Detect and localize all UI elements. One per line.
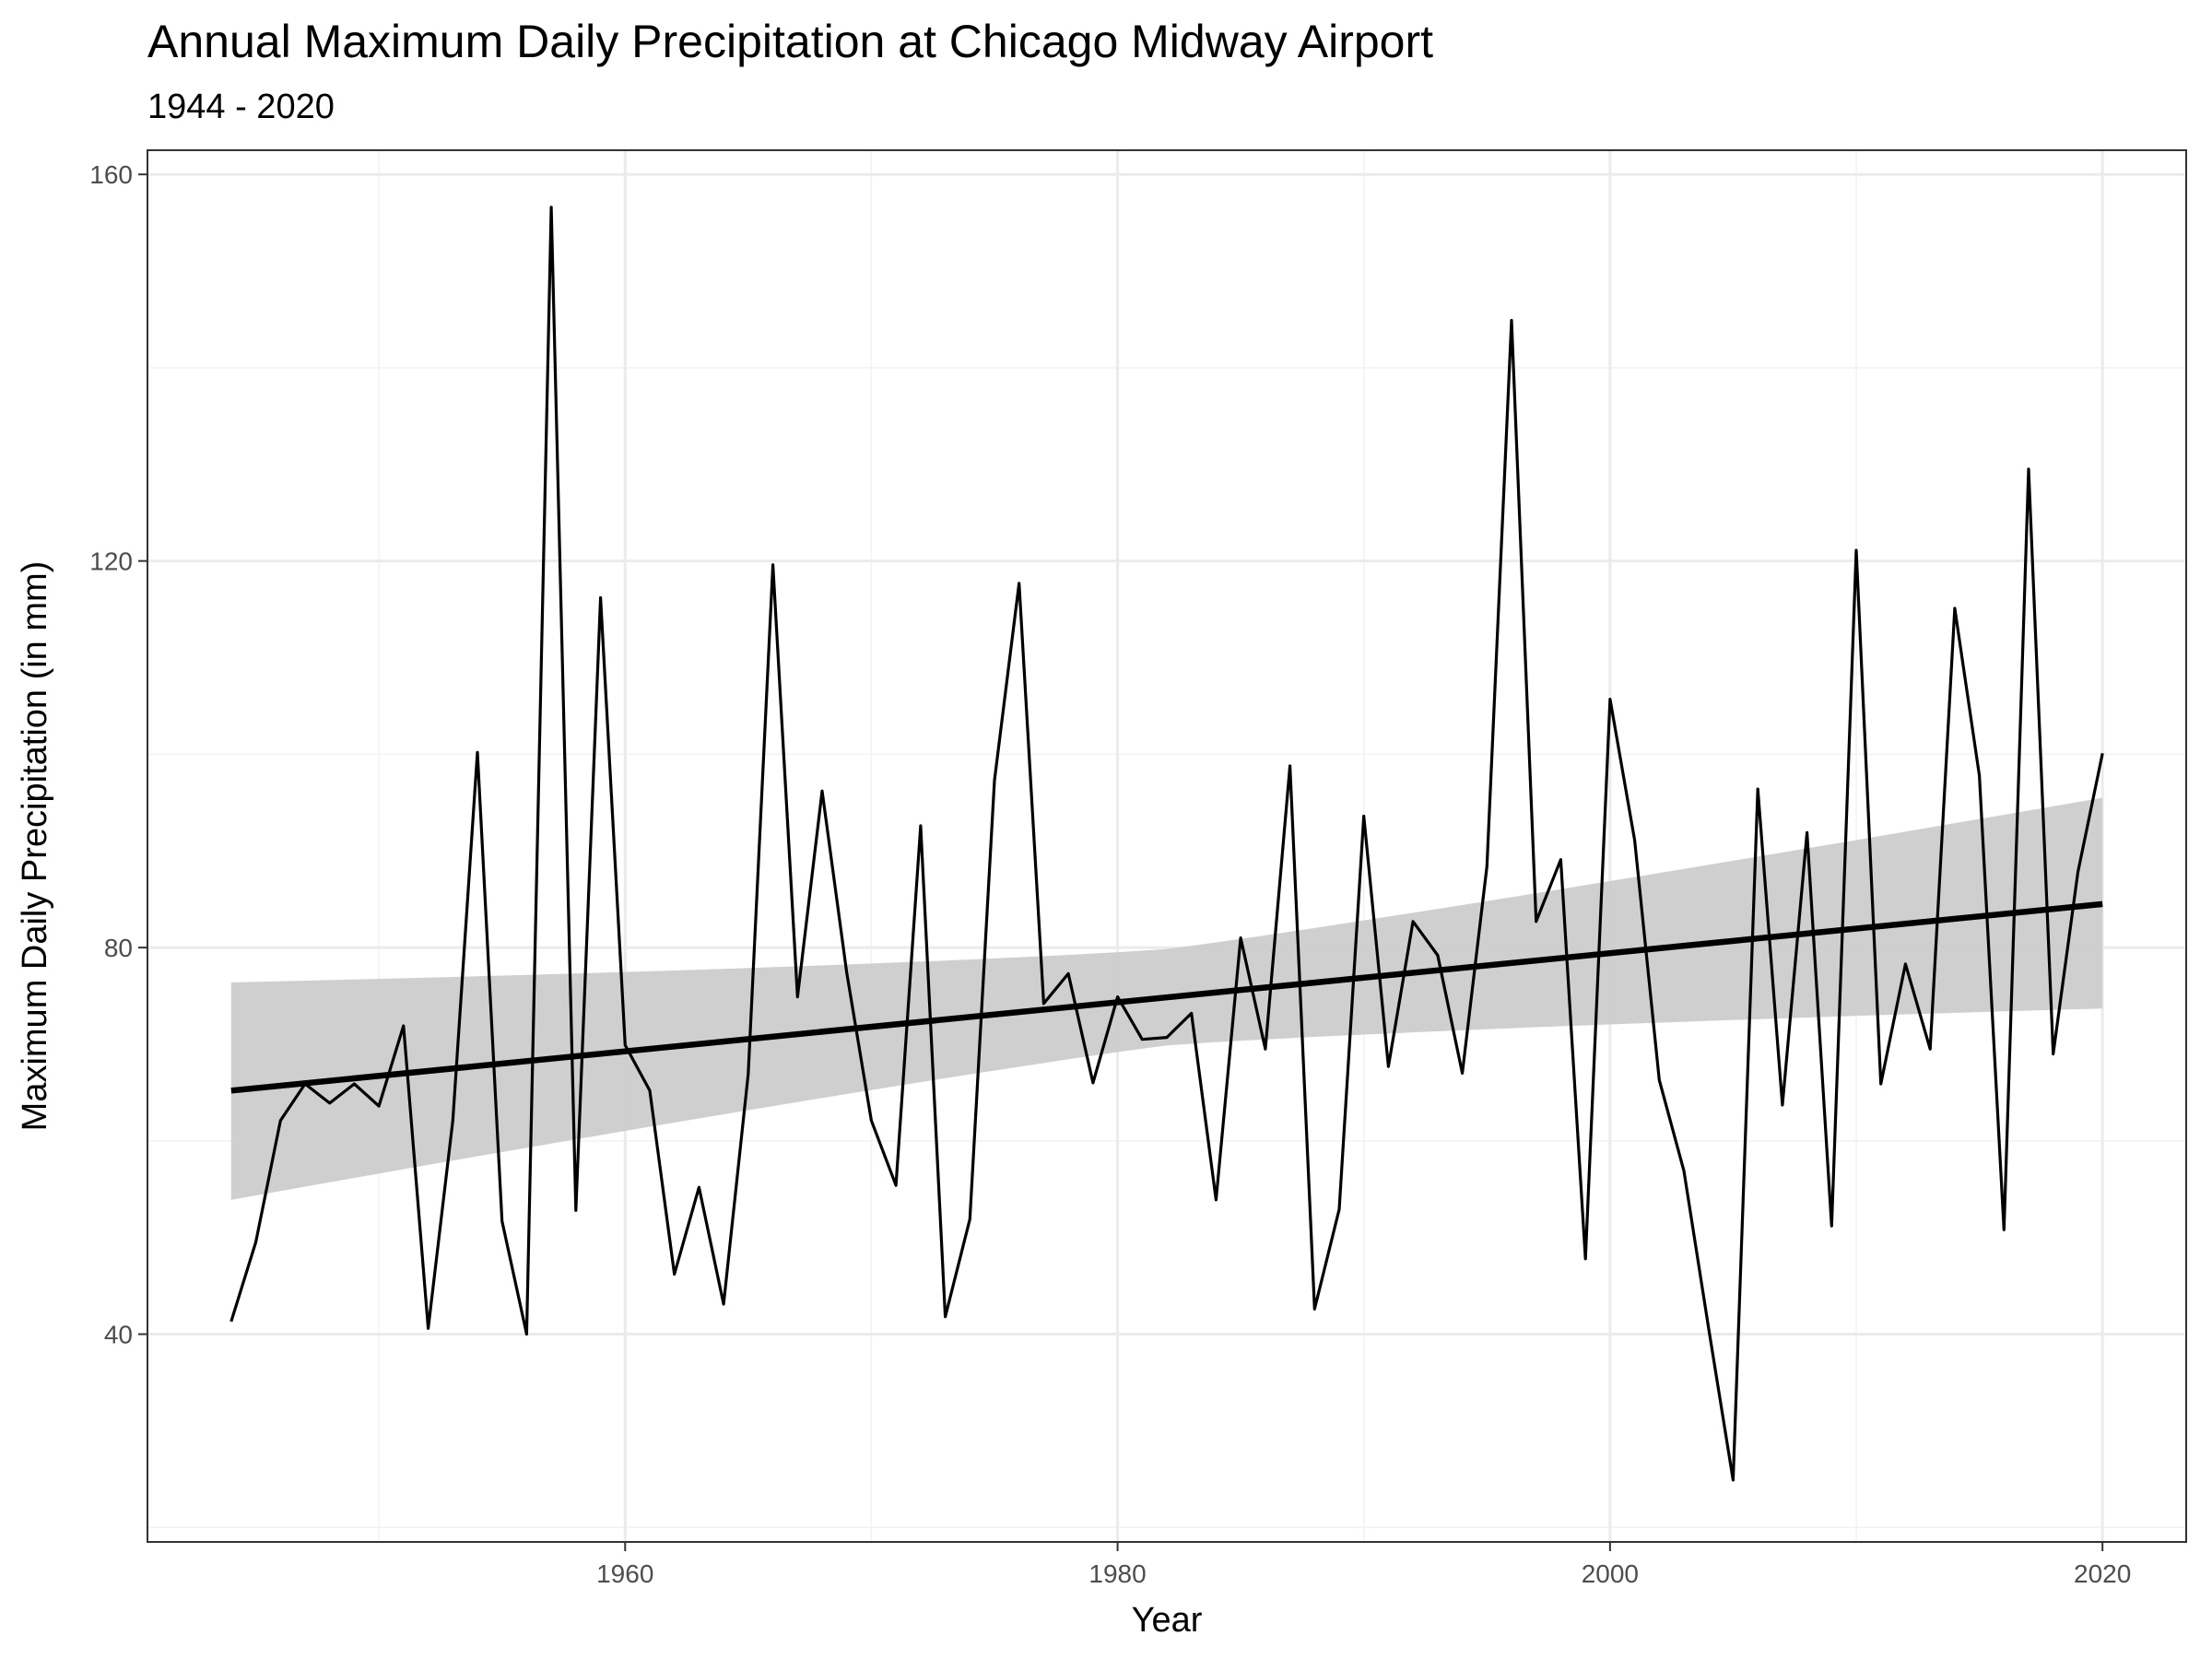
x-tick-label: 2020 [2074, 1559, 2131, 1588]
panel-border [147, 149, 2187, 1543]
x-axis-ticks: 1960 1980 2000 2020 [596, 1542, 2131, 1588]
y-tick-label: 160 [89, 160, 133, 189]
trend-layer [230, 900, 2103, 1094]
y-tick-label: 120 [89, 547, 133, 576]
x-tick-label: 1980 [1088, 1559, 1146, 1588]
y-axis-ticks: 40 80 120 160 [89, 160, 147, 1349]
y-tick-label: 80 [104, 934, 133, 962]
y-tick-label: 40 [104, 1321, 133, 1349]
x-axis-title: Year [1132, 1601, 1203, 1640]
chart-title: Annual Maximum Daily Precipitation at Ch… [147, 16, 1433, 67]
x-tick-label: 2000 [1582, 1559, 1639, 1588]
y-axis-title: Maximum Daily Precipitation (in mm) [16, 561, 54, 1132]
series-layer [229, 206, 2104, 1482]
chart-subtitle: 1944 - 2020 [147, 88, 335, 126]
x-tick-label: 1960 [596, 1559, 653, 1588]
precipitation-series-line [229, 206, 2104, 1482]
trend-line [230, 900, 2103, 1094]
